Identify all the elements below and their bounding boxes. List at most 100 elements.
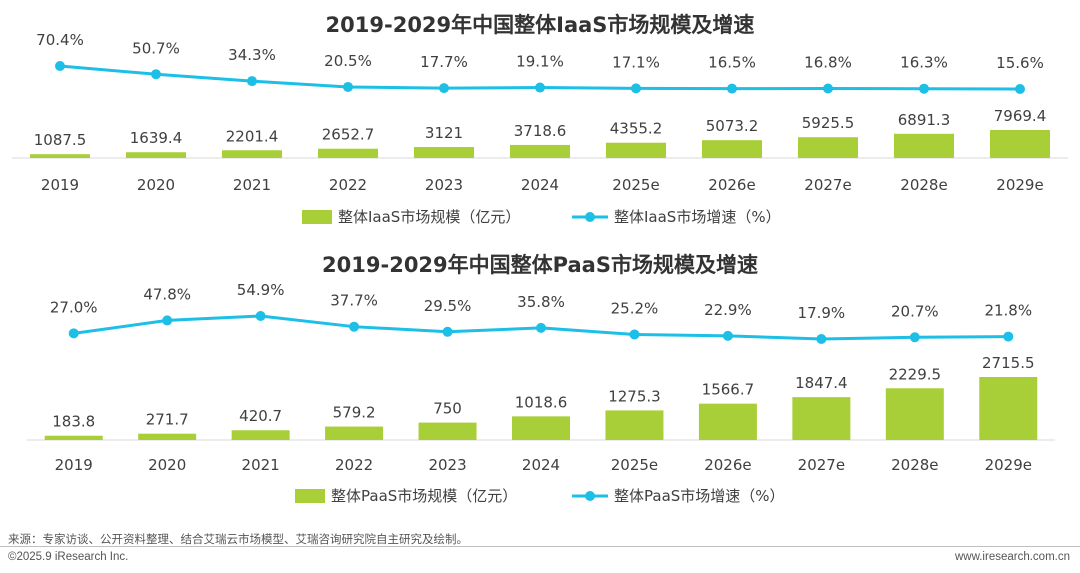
chart-title-1: 2019-2029年中国整体IaaS市场规模及增速: [326, 13, 755, 37]
legend-line-marker-1: [585, 212, 595, 222]
bar-2-2026e: [698, 403, 757, 440]
bar-label-1-2022: 2652.7: [322, 126, 375, 144]
bar-1-2028e: [894, 133, 954, 158]
bar-2-2029e: [979, 377, 1038, 440]
category-label-1-2023: 2023: [425, 176, 463, 194]
bar-2-2028e: [885, 388, 944, 440]
bar-label-2-2019: 183.8: [52, 413, 95, 431]
growth-point-2-2025e: [629, 329, 640, 340]
bar-label-1-2024: 3718.6: [514, 122, 567, 140]
bar-2-2027e: [792, 397, 851, 440]
category-label-2-2020: 2020: [148, 456, 186, 474]
bar-1-2027e: [798, 137, 858, 158]
bar-1-2023: [414, 147, 474, 158]
legend-bar-label-2: 整体PaaS市场规模（亿元）: [331, 487, 517, 505]
growth-label-1-2022: 20.5%: [324, 52, 372, 70]
category-label-1-2022: 2022: [329, 176, 367, 194]
category-label-1-2019: 2019: [41, 176, 79, 194]
bar-2-2021: [231, 430, 290, 440]
footer-divider: [0, 546, 1080, 547]
growth-point-2-2020: [162, 315, 173, 326]
growth-label-2-2029e: 21.8%: [984, 302, 1032, 320]
category-label-2-2022: 2022: [335, 456, 373, 474]
growth-label-2-2022: 37.7%: [330, 292, 378, 310]
bar-label-1-2025e: 4355.2: [610, 120, 663, 138]
bar-2-2020: [138, 433, 197, 440]
growth-label-1-2024: 19.1%: [516, 53, 564, 71]
growth-label-2-2023: 29.5%: [424, 297, 472, 315]
category-label-1-2024: 2024: [521, 176, 559, 194]
growth-label-1-2029e: 15.6%: [996, 54, 1044, 72]
category-label-1-2027e: 2027e: [804, 176, 851, 194]
bar-label-1-2020: 1639.4: [130, 129, 183, 147]
growth-label-2-2025e: 25.2%: [611, 299, 659, 317]
growth-label-2-2028e: 20.7%: [891, 302, 939, 320]
growth-point-2-2022: [349, 321, 360, 332]
growth-point-1-2026e: [727, 83, 737, 94]
growth-point-1-2019: [55, 61, 65, 71]
bar-label-2-2022: 579.2: [333, 404, 376, 422]
category-label-1-2026e: 2026e: [708, 176, 755, 194]
growth-point-2-2021: [255, 311, 266, 321]
bar-label-1-2019: 1087.5: [34, 131, 87, 149]
growth-label-1-2019: 70.4%: [36, 31, 84, 49]
chart-title-2: 2019-2029年中国整体PaaS市场规模及增速: [322, 253, 758, 277]
source-note: 来源：专家访谈、公开资料整理、结合艾瑞云市场模型、艾瑞咨询研究院自主研究及绘制。: [8, 532, 468, 546]
legend-line-label-1: 整体IaaS市场增速（%）: [614, 208, 781, 226]
bar-1-2020: [126, 152, 186, 158]
category-label-1-2025e: 2025e: [612, 176, 659, 194]
category-label-1-2028e: 2028e: [900, 176, 947, 194]
legend-bar-label-1: 整体IaaS市场规模（亿元）: [338, 208, 520, 226]
growth-label-1-2020: 50.7%: [132, 39, 180, 57]
bar-1-2029e: [990, 130, 1050, 158]
bar-1-2026e: [702, 140, 762, 158]
bar-label-2-2027e: 1847.4: [795, 374, 848, 392]
growth-point-1-2028e: [919, 83, 929, 94]
bar-label-2-2028e: 2229.5: [889, 365, 942, 383]
category-label-1-2021: 2021: [233, 176, 271, 194]
bar-2-2023: [418, 422, 477, 440]
category-label-2-2028e: 2028e: [891, 456, 938, 474]
bar-label-1-2027e: 5925.5: [802, 114, 855, 132]
bar-label-2-2029e: 2715.5: [982, 354, 1035, 372]
legend-line-marker-2: [585, 491, 595, 501]
category-label-2-2026e: 2026e: [704, 456, 751, 474]
bar-1-2024: [510, 144, 570, 158]
growth-point-1-2020: [151, 69, 161, 80]
legend-line-label-2: 整体PaaS市场增速（%）: [614, 487, 785, 505]
bar-1-2022: [318, 148, 378, 158]
category-label-2-2023: 2023: [428, 456, 466, 474]
charts-area: 2019-2029年中国整体IaaS市场规模及增速 1087.5 2019 1639.…: [12, 13, 1068, 505]
bar-label-2-2020: 271.7: [146, 411, 189, 429]
category-label-2-2025e: 2025e: [611, 456, 658, 474]
bar-label-2-2023: 750: [433, 400, 462, 418]
category-label-2-2021: 2021: [242, 456, 280, 474]
growth-point-2-2027e: [816, 334, 827, 344]
growth-point-2-2019: [68, 328, 79, 339]
growth-label-1-2026e: 16.5%: [708, 54, 756, 72]
bar-label-2-2025e: 1275.3: [608, 387, 661, 405]
bar-label-1-2028e: 6891.3: [898, 111, 951, 129]
growth-point-1-2022: [343, 81, 353, 92]
category-label-2-2027e: 2027e: [798, 456, 845, 474]
category-label-2-2019: 2019: [55, 456, 93, 474]
growth-label-1-2023: 17.7%: [420, 53, 468, 71]
bar-1-2021: [222, 150, 282, 158]
bar-2-2019: [44, 435, 103, 440]
bar-label-1-2029e: 7969.4: [994, 107, 1047, 125]
category-label-1-2020: 2020: [137, 176, 175, 194]
growth-point-1-2025e: [631, 83, 641, 94]
growth-point-2-2029e: [1003, 331, 1014, 342]
bar-2-2022: [325, 426, 384, 440]
growth-point-1-2023: [439, 83, 449, 94]
growth-label-2-2027e: 17.9%: [798, 304, 846, 322]
bar-label-2-2024: 1018.6: [515, 393, 568, 411]
growth-label-2-2019: 27.0%: [50, 298, 98, 316]
copyright: ©2025.9 iResearch Inc.: [8, 551, 129, 563]
growth-label-2-2021: 54.9%: [237, 281, 285, 299]
growth-point-2-2023: [442, 326, 453, 337]
growth-label-1-2021: 34.3%: [228, 46, 276, 64]
bar-label-1-2023: 3121: [425, 124, 463, 142]
growth-label-2-2024: 35.8%: [517, 293, 565, 311]
category-label-2-2024: 2024: [522, 456, 560, 474]
